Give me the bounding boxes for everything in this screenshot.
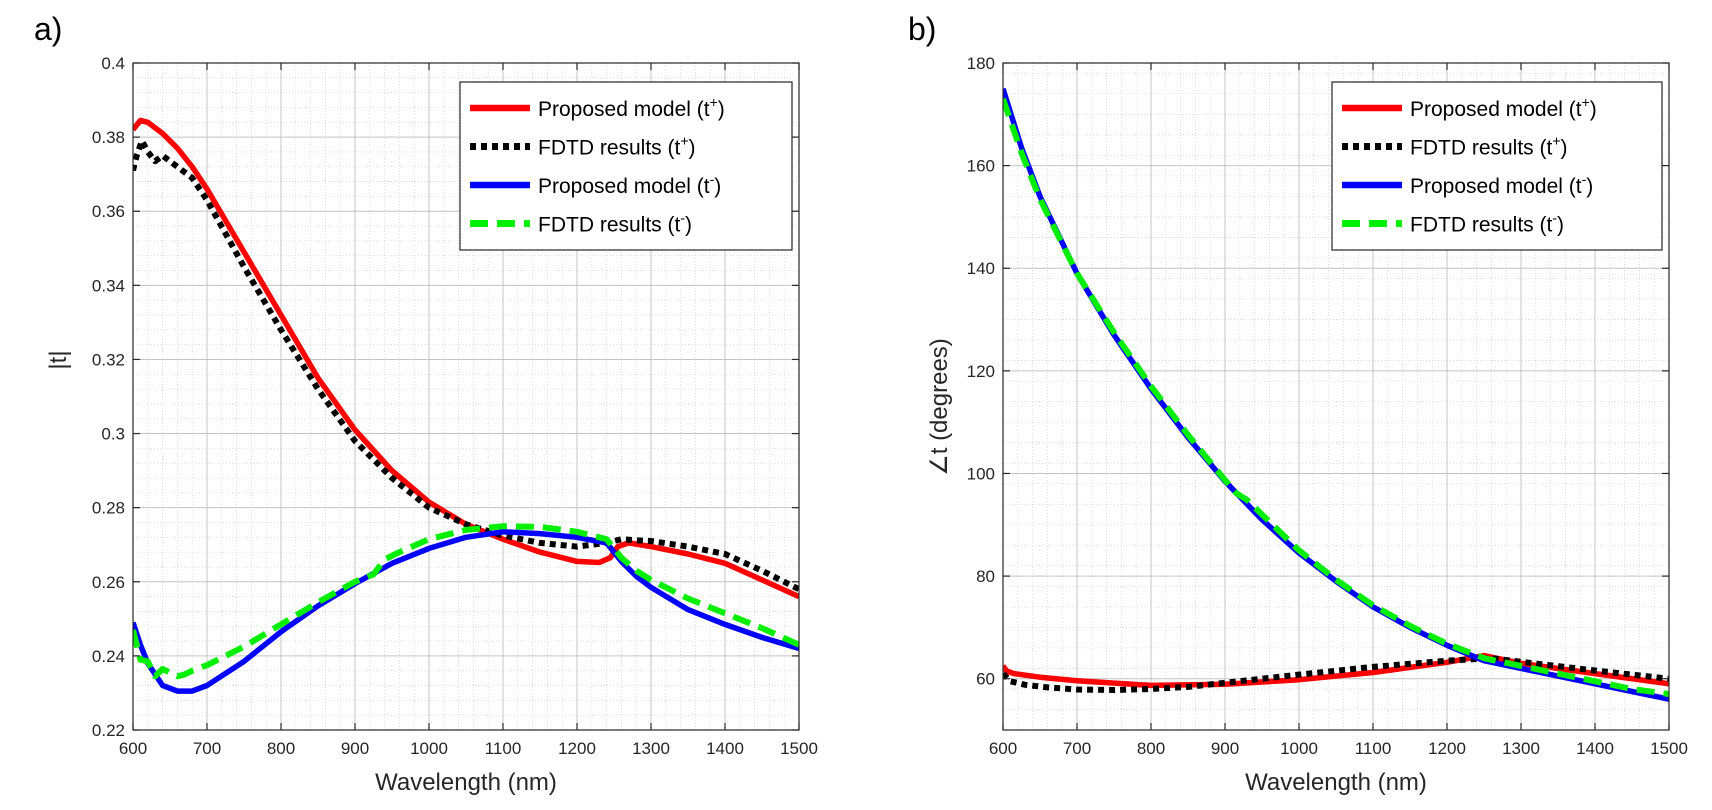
- panel-a: 600 700 800 900 1000 1100 1200 1300 1400 1500 0.22…: [34, 11, 818, 796]
- panel-a-xlabel: Wavelength (nm): [375, 769, 557, 796]
- y-tick-label: 0.28: [92, 499, 125, 518]
- legend-entry-0: Proposed model (t+): [1410, 94, 1597, 121]
- y-tick-label: 0.34: [92, 276, 125, 295]
- y-tick-label: 140: [967, 259, 995, 278]
- y-tick-label: 0.22: [92, 721, 125, 740]
- legend: Proposed model (t+) FDTD results (t+) Prop…: [459, 81, 793, 251]
- y-tick-label: 0.4: [101, 54, 125, 73]
- x-tick-label: 1100: [485, 739, 522, 758]
- legend-entry-2: Proposed model (t-): [1410, 171, 1593, 198]
- x-tick-label: 1200: [558, 739, 596, 758]
- x-tick-label: 1000: [410, 739, 448, 758]
- y-tick-label: 0.38: [92, 128, 125, 147]
- y-tick-label: 0.36: [92, 202, 125, 221]
- x-tick-label: 1100: [1355, 739, 1392, 758]
- axes-frame: [1002, 62, 1670, 731]
- panel-a-label: a): [34, 11, 62, 47]
- y-tick-label: 0.24: [92, 647, 125, 666]
- x-tick-label: 800: [1137, 739, 1165, 758]
- legend-entry-1: FDTD results (t+): [1410, 133, 1568, 160]
- series-line-2: [133, 529, 799, 694]
- x-tick-label: 600: [119, 739, 147, 758]
- x-tick-label: 1000: [1280, 739, 1318, 758]
- legend-entry-2: Proposed model (t-): [538, 171, 721, 198]
- legend-entry-0: Proposed model (t+): [538, 94, 725, 121]
- panel-b: 600 700 800 900 1000 1100 1200 1300 1400 1500 60 80…: [908, 11, 1688, 796]
- y-tick-label: 60: [976, 670, 995, 689]
- axes-frame: [132, 62, 800, 731]
- legend-entry-1: FDTD results (t+): [538, 133, 696, 160]
- panel-b-xlabel: Wavelength (nm): [1245, 769, 1427, 796]
- y-tick-label: 0.3: [101, 425, 125, 444]
- x-tick-label: 900: [1211, 739, 1239, 758]
- x-tick-label: 700: [1063, 739, 1091, 758]
- legend: Proposed model (t+) FDTD results (t+) Prop…: [1331, 81, 1663, 251]
- panel-b-label: b): [908, 11, 936, 47]
- x-tick-label: 1400: [1576, 739, 1614, 758]
- series-line-3: [1003, 97, 1669, 698]
- y-tick-label: 120: [967, 362, 995, 381]
- x-tick-label: 700: [193, 739, 221, 758]
- panel-a-ylabel: |t|: [45, 350, 72, 369]
- y-tick-label: 160: [967, 157, 995, 176]
- legend-entry-3: FDTD results (t-): [1410, 210, 1564, 237]
- x-tick-label: 800: [267, 739, 295, 758]
- x-tick-label: 1400: [706, 739, 744, 758]
- series-line-3: [133, 523, 799, 680]
- x-tick-label: 1500: [1650, 739, 1688, 758]
- legend-entry-3: FDTD results (t-): [538, 210, 692, 237]
- series-line-1: [133, 137, 799, 592]
- x-tick-label: 1300: [1502, 739, 1540, 758]
- x-tick-label: 900: [341, 739, 369, 758]
- y-tick-label: 180: [967, 54, 995, 73]
- panel-b-ylabel: ∠t (degrees): [926, 338, 953, 476]
- x-tick-label: 600: [989, 739, 1017, 758]
- y-tick-label: 0.32: [92, 350, 125, 369]
- x-tick-label: 1300: [632, 739, 670, 758]
- x-tick-label: 1500: [780, 739, 818, 758]
- y-tick-label: 100: [967, 464, 995, 483]
- y-tick-label: 80: [976, 567, 995, 586]
- y-tick-label: 0.26: [92, 573, 125, 592]
- x-tick-label: 1200: [1428, 739, 1466, 758]
